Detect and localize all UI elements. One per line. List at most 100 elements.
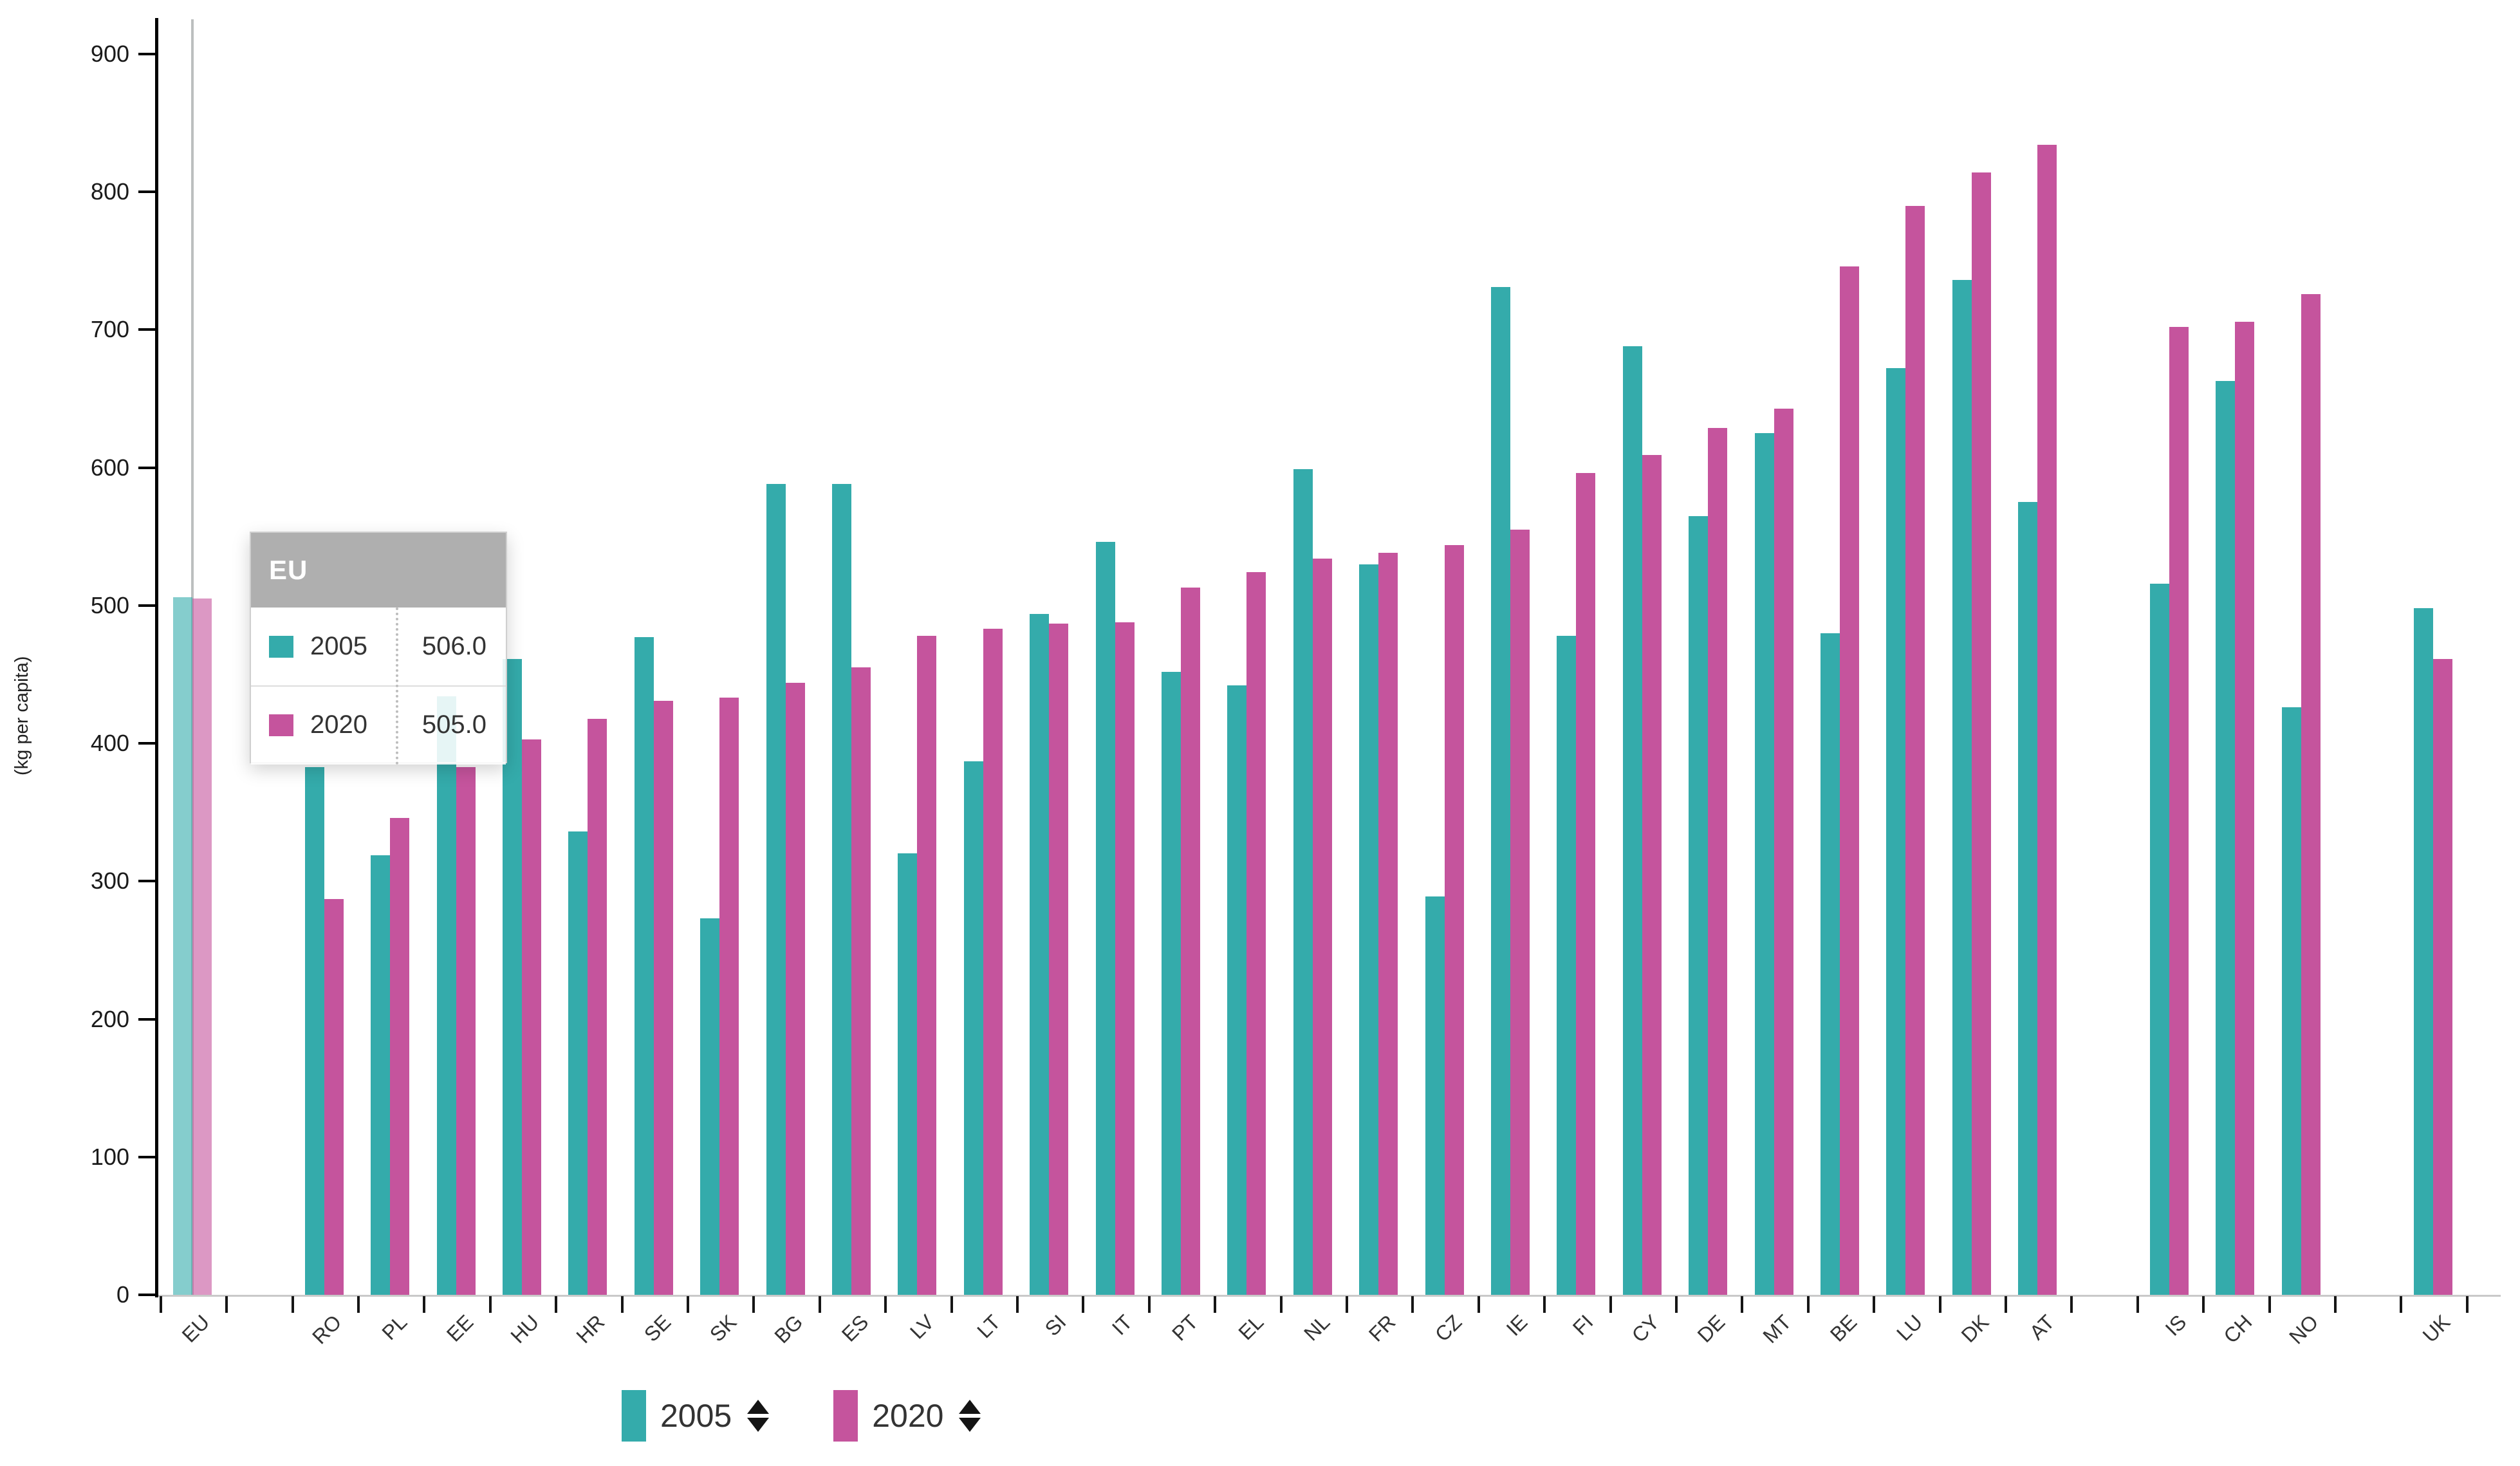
x-axis-tick: [555, 1296, 558, 1313]
tooltip-header: EU: [251, 533, 506, 608]
y-axis-tick: [138, 1017, 155, 1021]
bar-2020-EL[interactable]: [1246, 572, 1266, 1295]
bar-2005-AT[interactable]: [2018, 502, 2038, 1295]
bar-2020-IT[interactable]: [1115, 622, 1135, 1295]
bar-2005-RO[interactable]: [304, 766, 324, 1295]
y-axis-tick: [138, 466, 155, 469]
x-axis-tick: [1741, 1296, 1744, 1313]
bar-2020-BE[interactable]: [1840, 266, 1859, 1295]
bar-2005-CH[interactable]: [2216, 380, 2236, 1295]
bar-2005-PT[interactable]: [1162, 671, 1181, 1295]
x-axis-tick: [2136, 1296, 2139, 1313]
y-axis-tick-label: 800: [90, 178, 129, 205]
bar-2020-FI[interactable]: [1576, 473, 1596, 1295]
tooltip-series-value: 506.0: [422, 632, 486, 660]
bar-2005-LT[interactable]: [963, 761, 983, 1295]
bar-2005-UK[interactable]: [2413, 608, 2433, 1295]
bar-2020-ES[interactable]: [851, 667, 871, 1295]
bar-2020-LV[interactable]: [917, 636, 937, 1295]
bar-2020-NL[interactable]: [1312, 559, 1332, 1295]
bar-2005-DE[interactable]: [1689, 515, 1709, 1295]
bar-2020-HR[interactable]: [588, 718, 607, 1295]
y-axis-tick: [138, 1155, 155, 1158]
bar-2005-HU[interactable]: [503, 659, 522, 1295]
bar-2005-NL[interactable]: [1293, 469, 1313, 1295]
legend-item-2020[interactable]: 2020: [833, 1390, 981, 1442]
legend-label-2005: 2005: [660, 1398, 732, 1434]
bar-2020-AT[interactable]: [2037, 145, 2057, 1295]
bar-2005-LV[interactable]: [898, 853, 918, 1295]
bar-2005-EL[interactable]: [1227, 685, 1247, 1295]
y-axis-tick: [138, 53, 155, 55]
sort-arrows-icon[interactable]: [747, 1400, 770, 1432]
sort-arrows-icon[interactable]: [959, 1400, 981, 1432]
x-axis-tick: [2334, 1296, 2337, 1313]
bar-2005-IS[interactable]: [2150, 583, 2169, 1295]
bar-2020-PL[interactable]: [390, 817, 410, 1295]
bar-2020-FR[interactable]: [1378, 553, 1398, 1295]
bar-2005-BE[interactable]: [1821, 633, 1840, 1295]
bar-2005-EE[interactable]: [436, 696, 456, 1295]
bar-2020-CZ[interactable]: [1444, 544, 1464, 1295]
bar-2005-BG[interactable]: [766, 484, 786, 1295]
bar-2005-NO[interactable]: [2281, 707, 2301, 1295]
bar-2005-IE[interactable]: [1491, 287, 1510, 1295]
y-axis-tick-label: 900: [90, 41, 129, 67]
bar-2020-PT[interactable]: [1181, 588, 1200, 1295]
bar-2005-ES[interactable]: [832, 484, 851, 1295]
x-axis-tick: [818, 1296, 821, 1313]
x-axis-tick: [1675, 1296, 1678, 1313]
bar-2020-EE[interactable]: [456, 766, 476, 1295]
bar-2020-CY[interactable]: [1642, 455, 1662, 1295]
bar-2020-DE[interactable]: [1708, 427, 1728, 1295]
bar-2005-LU[interactable]: [1886, 368, 1906, 1295]
y-axis-tick-label: 300: [90, 868, 129, 895]
bar-2005-CY[interactable]: [1622, 346, 1642, 1295]
bar-2020-LT[interactable]: [983, 629, 1003, 1295]
bar-2005-HR[interactable]: [568, 831, 588, 1295]
bar-2020-CH[interactable]: [2235, 321, 2255, 1295]
bar-2005-PL[interactable]: [371, 855, 391, 1295]
bar-2005-MT[interactable]: [1754, 433, 1774, 1295]
bar-2020-RO[interactable]: [324, 899, 344, 1295]
bar-2020-MT[interactable]: [1774, 408, 1793, 1295]
y-axis-tick: [138, 742, 155, 745]
sort-up-icon: [747, 1400, 770, 1414]
bar-2005-CZ[interactable]: [1425, 896, 1445, 1295]
x-axis-tick: [1346, 1296, 1348, 1313]
x-axis-tick: [1477, 1296, 1480, 1313]
bar-2020-IS[interactable]: [2169, 327, 2189, 1295]
legend-item-2005[interactable]: 2005: [622, 1390, 770, 1442]
bar-2020-NO[interactable]: [2301, 293, 2321, 1295]
bar-2005-FI[interactable]: [1557, 636, 1577, 1295]
bar-2020-SE[interactable]: [653, 700, 673, 1295]
bar-2020-SI[interactable]: [1049, 623, 1069, 1295]
bar-2020-BG[interactable]: [785, 682, 805, 1295]
bar-2005-SI[interactable]: [1030, 613, 1050, 1295]
tooltip-series-value: 505.0: [422, 710, 486, 739]
bar-2020-HU[interactable]: [522, 739, 541, 1295]
legend: 2005 2020: [622, 1390, 981, 1442]
legend-swatch-2005: [622, 1390, 646, 1442]
x-axis-tick: [884, 1296, 887, 1313]
bar-2020-UK[interactable]: [2432, 659, 2452, 1295]
bar-2005-IT[interactable]: [1095, 542, 1115, 1295]
y-axis-tick: [138, 190, 155, 194]
bar-2020-IE[interactable]: [1510, 530, 1530, 1295]
legend-swatch-2020: [833, 1390, 858, 1442]
bar-2005-EU[interactable]: [173, 597, 192, 1295]
bar-2005-DK[interactable]: [1952, 280, 1972, 1295]
bar-2005-SK[interactable]: [700, 918, 720, 1295]
bar-2020-EU[interactable]: [192, 598, 212, 1295]
bar-2020-LU[interactable]: [1905, 205, 1925, 1295]
bar-2020-SK[interactable]: [719, 698, 739, 1295]
bar-2005-FR[interactable]: [1359, 564, 1379, 1295]
y-axis-tick-label: 500: [90, 591, 129, 618]
y-axis-tick-label: 700: [90, 316, 129, 343]
y-axis-tick: [138, 604, 155, 607]
y-axis-line: [155, 18, 158, 1297]
bar-2020-DK[interactable]: [1971, 172, 1991, 1295]
x-axis-tick: [2005, 1296, 2007, 1313]
bar-2005-SE[interactable]: [634, 637, 654, 1295]
